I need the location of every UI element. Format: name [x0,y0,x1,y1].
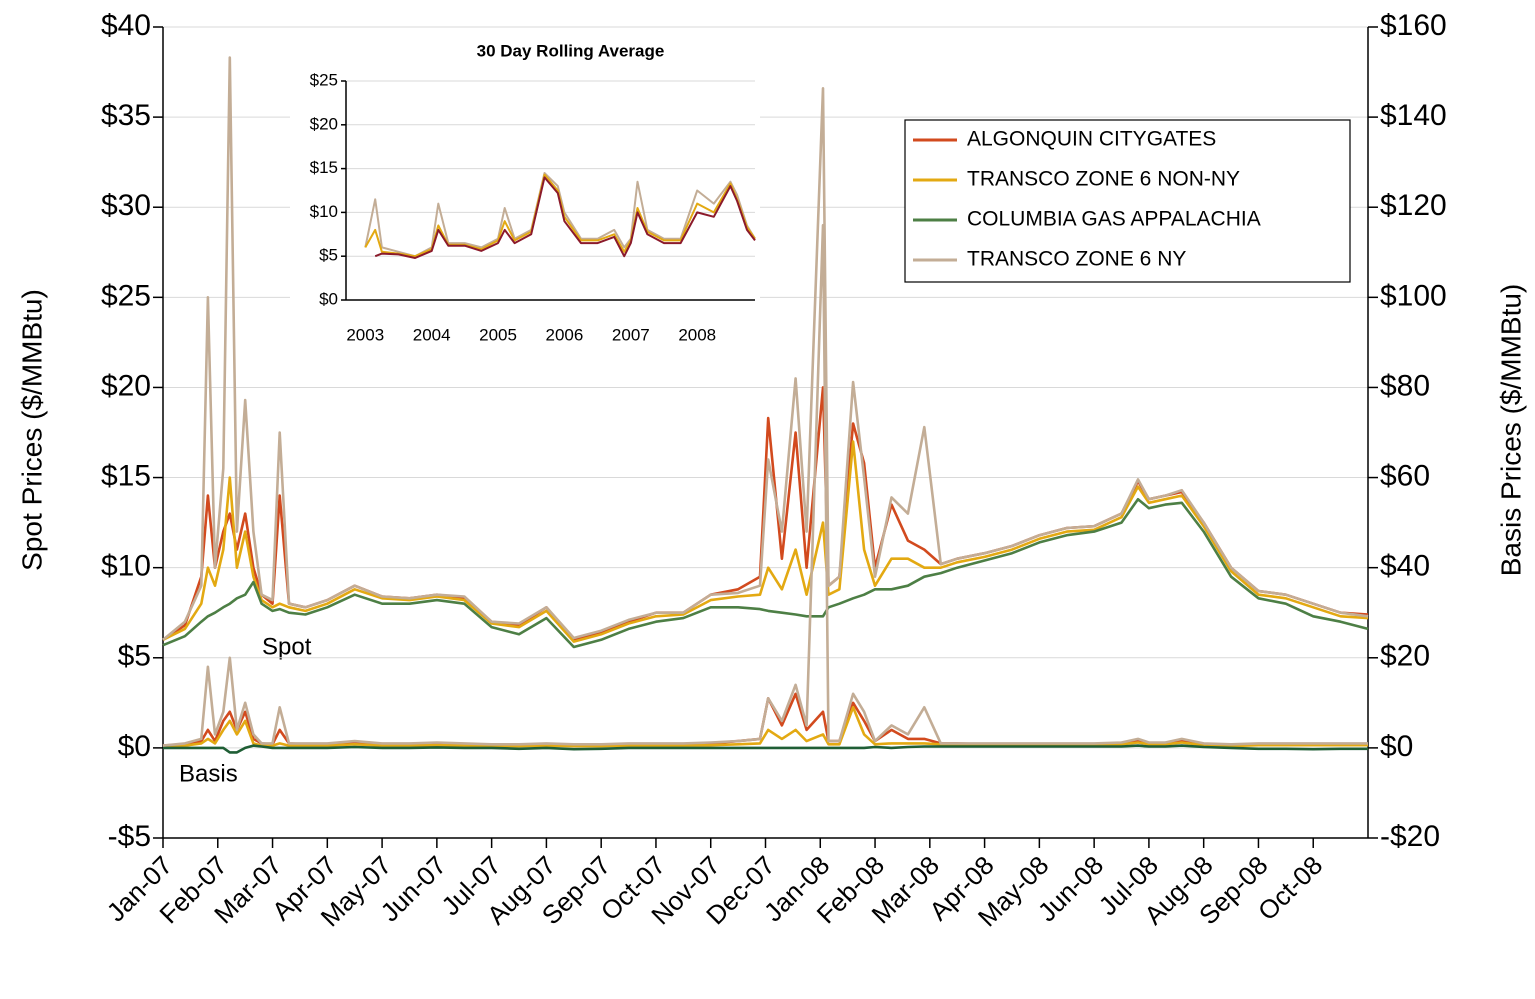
y2-axis-title: Basis Prices ($/MMBtu) [1495,284,1526,577]
legend-box [904,119,1351,283]
legend-label: ALGONQUIN CITYGATES [967,128,1216,151]
series-line [163,744,1368,754]
legend-label: TRANSCO ZONE 6 NY [967,248,1186,271]
y-tick-label: $5 [319,246,338,265]
y-tick-label: $40 [101,9,151,42]
series-line [162,56,1369,641]
series-line [162,706,1368,748]
y2-tick-label: $160 [1380,9,1447,42]
y-tick-label: $25 [101,279,151,312]
y-tick-label: -$5 [108,820,151,853]
series-line [364,172,756,258]
y-tick-label: $30 [101,189,151,222]
y-tick-label: $5 [118,640,151,673]
series-line [162,440,1369,643]
y-tick-label: $20 [310,114,338,133]
y2-tick-label: $80 [1380,369,1430,402]
x-tick-label: 2005 [479,325,517,344]
y2-tick-label: $60 [1380,459,1430,492]
y-tick-label: $0 [118,730,151,763]
x-tick-label: 2006 [546,325,584,344]
y2-tick-label: $0 [1380,730,1413,763]
x-tick-label: 2007 [612,325,650,344]
y2-tick-label: $20 [1380,640,1430,673]
y-tick-label: $10 [101,550,151,583]
y2-tick-label: $140 [1380,99,1447,132]
y-axis-title: Spot Prices ($/MMBtu) [16,289,47,571]
y2-tick-label: $120 [1380,189,1447,222]
series-line [374,176,756,259]
x-tick-label: 2004 [413,325,451,344]
legend-label: COLUMBIA GAS APPALACHIA [967,208,1261,231]
series-line [162,497,1369,649]
y-tick-label: $10 [310,202,338,221]
inset-plot: 30 Day Rolling Average $0 $5 $10 $15 $20 $25 20… [290,36,760,354]
annotation: Spot [262,633,312,660]
series-line [162,223,1368,747]
inset-title: 30 Day Rolling Average [477,41,665,60]
y-tick-label: $15 [101,459,151,492]
y-tick-label: $20 [101,369,151,402]
y2-tick-label: $100 [1380,279,1447,312]
y-tick-label: $15 [310,158,338,177]
x-tick-label: 2003 [346,325,384,344]
series-line [162,692,1368,747]
y-tick-label: $35 [101,99,151,132]
y2-tick-label: $40 [1380,550,1430,583]
y2-tick-label: -$20 [1380,820,1440,853]
inset-background [290,36,760,354]
annotation: Basis [179,760,238,787]
legend-label: TRANSCO ZONE 6 NON-NY [967,168,1240,191]
x-tick-label: 2008 [678,325,716,344]
y-tick-label: $0 [319,289,338,308]
y-tick-label: $25 [310,70,338,89]
